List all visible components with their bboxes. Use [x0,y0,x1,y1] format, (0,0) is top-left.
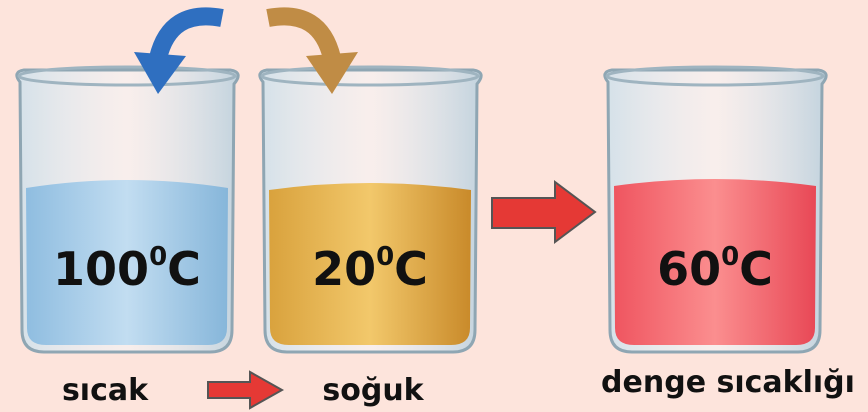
illustration: 1000C 200C 600C sıcak soğuk denge sıcakl… [0,0,868,412]
temperature: 600C [657,242,773,296]
beaker-cold: 200C [260,67,481,352]
label-cold: soğuk [322,373,424,408]
small-arrow [208,372,282,408]
beaker-hot: 1000C [17,67,238,352]
result-arrow [492,182,595,242]
label-hot: sıcak [62,373,149,408]
label-equilibrium: denge sıcaklığı [601,365,855,400]
temperature: 200C [312,242,428,296]
beaker-equilibrium: 600C [605,67,826,352]
temperature: 1000C [53,242,201,296]
